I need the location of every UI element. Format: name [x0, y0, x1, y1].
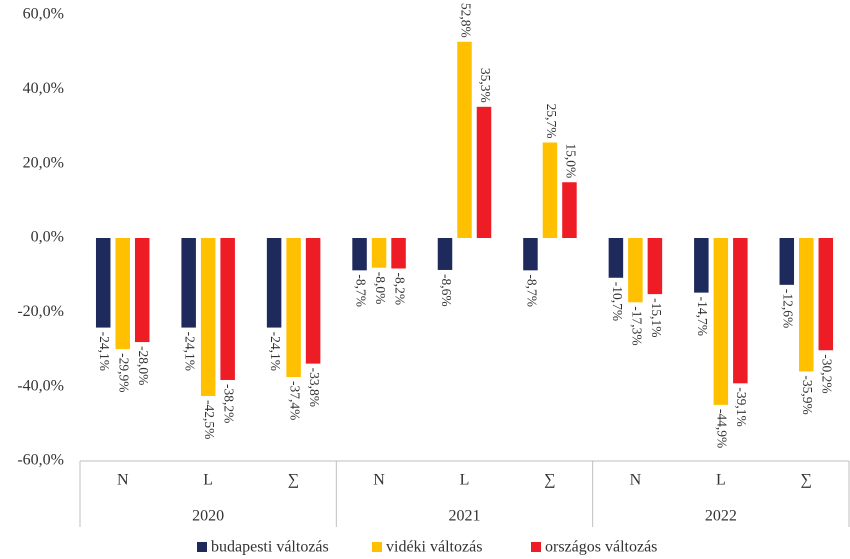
value-label: -14,7%: [695, 297, 710, 336]
y-tick-label: -40,0%: [17, 377, 64, 394]
bar: [799, 238, 814, 372]
value-label: -8,7%: [524, 274, 539, 307]
bar: [818, 238, 834, 351]
y-tick-label: 20,0%: [23, 154, 64, 171]
value-label: -12,6%: [781, 289, 796, 328]
legend-swatch: [372, 542, 382, 552]
bar: [437, 238, 453, 270]
value-label: -37,4%: [288, 381, 303, 420]
y-tick-label: 40,0%: [23, 80, 64, 97]
x-tick-label: N: [117, 472, 129, 489]
bar: [181, 238, 196, 328]
value-label: -15,1%: [649, 298, 664, 337]
bar: [200, 238, 216, 396]
bar: [628, 238, 643, 303]
bar: [286, 238, 301, 378]
value-label: -33,8%: [307, 368, 322, 407]
value-label: 35,3%: [478, 68, 493, 103]
group-label: 2022: [705, 508, 737, 525]
y-tick-label: 60,0%: [23, 6, 64, 23]
x-tick-label: N: [373, 472, 385, 489]
bar: [220, 238, 235, 380]
legend-label: országos változás: [545, 539, 657, 556]
bar: [391, 238, 406, 269]
value-label: -8,2%: [392, 272, 407, 305]
legend-swatch: [197, 542, 207, 552]
value-label: -8,0%: [373, 272, 388, 305]
bar: [694, 238, 709, 293]
y-tick-label: -20,0%: [17, 303, 64, 320]
value-label: -17,3%: [629, 306, 644, 345]
value-label: 52,8%: [458, 3, 473, 38]
bar: [134, 238, 150, 343]
value-label: -8,7%: [353, 274, 368, 307]
value-label: -28,0%: [136, 346, 151, 385]
bar: [476, 106, 492, 238]
x-tick-label: ∑: [801, 472, 812, 489]
bar: [779, 238, 795, 285]
bar: [352, 238, 367, 271]
bar: [266, 238, 282, 328]
x-tick-label: L: [716, 472, 726, 489]
x-tick-label: L: [460, 472, 470, 489]
x-tick-label: N: [630, 472, 642, 489]
value-label: -29,9%: [117, 353, 132, 392]
value-label: -24,1%: [183, 332, 198, 371]
bar: [305, 238, 321, 364]
bar: [733, 238, 748, 384]
bar: [542, 142, 558, 238]
value-label: -44,9%: [715, 409, 730, 448]
bar: [713, 238, 729, 405]
x-tick-label: ∑: [288, 472, 299, 489]
legend-swatch: [531, 542, 541, 552]
bar: [562, 182, 577, 238]
value-label: -35,9%: [800, 375, 815, 414]
x-tick-label: L: [203, 472, 213, 489]
value-label: -42,5%: [202, 400, 217, 439]
bar: [95, 238, 111, 328]
bar: [608, 238, 624, 278]
value-label: -38,2%: [222, 384, 237, 423]
bar: [523, 238, 538, 271]
value-label: -30,2%: [820, 354, 835, 393]
bar: [371, 238, 387, 268]
y-tick-label: 0,0%: [31, 229, 64, 246]
bar: [457, 41, 472, 239]
value-label: 25,7%: [544, 104, 559, 139]
value-label: -8,6%: [439, 274, 454, 307]
bar: [115, 238, 130, 350]
value-label: 15,0%: [563, 143, 578, 178]
value-label: -24,1%: [268, 332, 283, 371]
y-tick-label: -60,0%: [17, 452, 64, 469]
value-label: -10,7%: [610, 282, 625, 321]
x-tick-label: ∑: [544, 472, 555, 489]
legend-label: vidéki változás: [386, 539, 482, 556]
bar: [647, 238, 663, 295]
legend-label: budapesti változás: [211, 539, 329, 556]
group-label: 2021: [449, 508, 481, 525]
value-label: -39,1%: [734, 387, 749, 426]
group-label: 2020: [192, 508, 224, 525]
value-label: -24,1%: [97, 332, 112, 371]
